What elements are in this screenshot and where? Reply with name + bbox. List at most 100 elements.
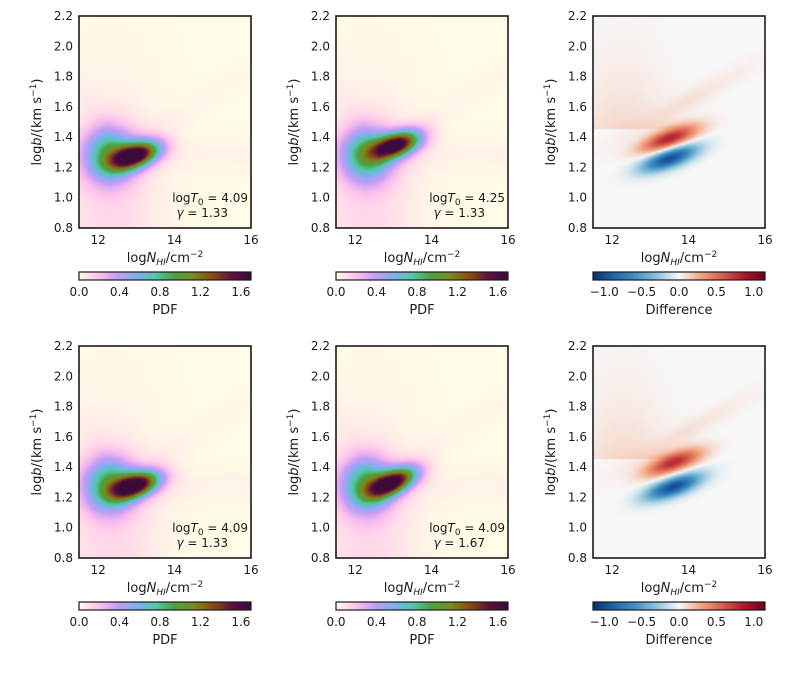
colorbar-tick-label: 1.2	[448, 285, 467, 299]
y-tick-label: 2.0	[311, 369, 330, 383]
colorbar-tick-label: 0.4	[110, 285, 129, 299]
colorbar-tick-label: 0.0	[69, 615, 88, 629]
panel-1: 0.8 1.0 1.2 1.4 1.6 1.8 2.0 2.2 12 14 16 logNHI/cm−…	[29, 9, 259, 318]
y-tick-label: 1.8	[54, 70, 73, 84]
colorbar-tick-label: 1.6	[231, 285, 250, 299]
y-tick-label: 2.2	[54, 339, 73, 353]
y-tick-label: 2.2	[568, 339, 587, 353]
colorbar-tick-label: 0.0	[669, 615, 688, 629]
y-tick-label: 1.4	[568, 460, 587, 474]
x-tick-label: 14	[681, 233, 696, 247]
heatmap-image	[593, 346, 765, 558]
x-tick-label: 12	[90, 563, 105, 577]
colorbar-tick-label: 0.0	[669, 285, 688, 299]
plot-frame	[78, 15, 252, 229]
colorbar-tick-label: 0.8	[150, 615, 169, 629]
y-tick-label: 1.8	[568, 70, 587, 84]
x-axis-label: logNHI/cm−2	[127, 580, 203, 598]
x-tick-label: 14	[167, 563, 182, 577]
panel-2: 0.8 1.0 1.2 1.4 1.6 1.8 2.0 2.2 12 14 16 logNHI/cm−…	[286, 9, 516, 318]
x-tick-label: 16	[500, 233, 515, 247]
panel-3: 0.8 1.0 1.2 1.4 1.6 1.8 2.0 2.2 12 14 16 logNHI/cm−…	[543, 9, 773, 318]
plot-frame	[78, 345, 252, 559]
annotation-gamma: γ = 1.67	[433, 536, 485, 550]
panel-4: 0.8 1.0 1.2 1.4 1.6 1.8 2.0 2.2 12 14 16 logNHI/cm−…	[29, 339, 259, 648]
colorbar-tick-label: 1.0	[744, 285, 763, 299]
y-tick-label: 0.8	[568, 551, 587, 565]
colorbar-tick-label: 1.2	[191, 285, 210, 299]
y-tick-label: 1.2	[311, 490, 330, 504]
y-tick-label: 0.8	[54, 551, 73, 565]
colorbar-label: PDF	[409, 633, 434, 648]
annotation-temperature: logT0 = 4.09	[429, 521, 505, 538]
x-tick-label: 16	[757, 233, 772, 247]
y-axis-label: logb/(km s−1)	[286, 78, 302, 165]
y-tick-label: 1.6	[311, 430, 330, 444]
colorbar-tick-label: 0.4	[367, 615, 386, 629]
y-tick-label: 1.2	[54, 160, 73, 174]
y-axis-label: logb/(km s−1)	[543, 408, 559, 495]
colorbar-tick-label: −1.0	[590, 615, 619, 629]
y-tick-label: 0.8	[311, 551, 330, 565]
y-tick-label: 1.6	[568, 430, 587, 444]
colorbar-label: PDF	[152, 303, 177, 318]
x-tick-label: 14	[167, 233, 182, 247]
y-tick-label: 2.0	[54, 369, 73, 383]
x-axis-label: logNHI/cm−2	[384, 580, 460, 598]
y-tick-label: 1.6	[54, 100, 73, 114]
x-tick-label: 12	[347, 233, 362, 247]
colorbar-tick-label: 1.2	[448, 615, 467, 629]
y-tick-label: 1.8	[54, 400, 73, 414]
y-tick-label: 1.6	[568, 100, 587, 114]
annotation-gamma: γ = 1.33	[433, 206, 485, 220]
y-tick-label: 2.2	[311, 339, 330, 353]
x-tick-label: 16	[500, 563, 515, 577]
y-tick-label: 2.0	[568, 39, 587, 53]
y-tick-label: 1.4	[54, 460, 73, 474]
y-tick-label: 1.6	[311, 100, 330, 114]
colorbar-label: PDF	[409, 303, 434, 318]
colorbar-label: Difference	[645, 633, 712, 648]
y-tick-label: 1.4	[54, 130, 73, 144]
colorbar	[335, 601, 509, 611]
colorbar-tick-label: 0.8	[407, 615, 426, 629]
y-tick-label: 1.0	[311, 191, 330, 205]
y-tick-label: 2.0	[54, 39, 73, 53]
colorbar	[592, 601, 766, 611]
y-tick-label: 1.2	[311, 160, 330, 174]
colorbar-tick-label: −0.5	[627, 285, 656, 299]
panel-6: 0.8 1.0 1.2 1.4 1.6 1.8 2.0 2.2 12 14 16 logNHI/cm−…	[543, 339, 773, 648]
y-axis-label: logb/(km s−1)	[286, 408, 302, 495]
y-tick-label: 1.2	[54, 490, 73, 504]
colorbar-tick-label: 1.6	[488, 615, 507, 629]
heatmap-image	[79, 346, 251, 558]
plot-frame	[335, 345, 509, 559]
y-tick-label: 0.8	[54, 221, 73, 235]
colorbar-tick-label: 0.0	[69, 285, 88, 299]
y-tick-label: 1.2	[568, 160, 587, 174]
y-tick-label: 0.8	[311, 221, 330, 235]
heatmap-image	[336, 346, 508, 558]
y-tick-label: 1.8	[568, 400, 587, 414]
y-tick-label: 1.0	[568, 521, 587, 535]
y-tick-label: 1.0	[311, 521, 330, 535]
x-axis-label: logNHI/cm−2	[641, 250, 717, 268]
x-tick-label: 12	[604, 563, 619, 577]
colorbar-tick-label: 0.4	[110, 615, 129, 629]
colorbar	[335, 271, 509, 281]
colorbar-tick-label: 0.0	[326, 615, 345, 629]
colorbar	[592, 271, 766, 281]
heatmap-image	[593, 16, 765, 228]
plot-frame	[592, 345, 766, 559]
y-tick-label: 1.8	[311, 70, 330, 84]
y-tick-label: 2.2	[54, 9, 73, 23]
y-tick-label: 1.0	[568, 191, 587, 205]
y-axis-label: logb/(km s−1)	[29, 78, 45, 165]
colorbar-label: Difference	[645, 303, 712, 318]
colorbar-tick-label: 0.4	[367, 285, 386, 299]
y-tick-label: 2.0	[311, 39, 330, 53]
plot-frame	[592, 15, 766, 229]
y-tick-label: 1.0	[54, 521, 73, 535]
heatmap-image	[336, 16, 508, 228]
